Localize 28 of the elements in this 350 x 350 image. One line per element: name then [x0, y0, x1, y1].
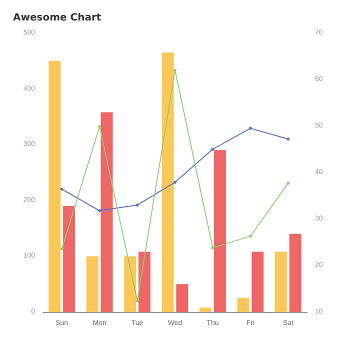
bar [200, 308, 212, 312]
point [98, 209, 102, 212]
bar [100, 112, 113, 312]
bar [237, 298, 250, 312]
point [286, 138, 290, 141]
bar [289, 234, 302, 312]
point [136, 299, 139, 302]
bar [176, 284, 188, 312]
point [286, 182, 290, 185]
line-series [60, 126, 290, 212]
point [136, 204, 139, 207]
point [174, 68, 176, 72]
bar [162, 52, 174, 312]
point [211, 148, 214, 151]
bar [138, 252, 150, 312]
point [174, 180, 176, 184]
point [248, 234, 252, 238]
bar [48, 60, 61, 312]
line-series [60, 68, 290, 302]
chart-title: Awesome Chart [13, 12, 102, 24]
bar [252, 252, 264, 312]
point [211, 246, 214, 250]
bar [63, 206, 76, 312]
bar [86, 256, 98, 312]
bar [274, 252, 287, 312]
bar [124, 256, 136, 312]
bar [214, 150, 226, 312]
point [248, 126, 252, 130]
